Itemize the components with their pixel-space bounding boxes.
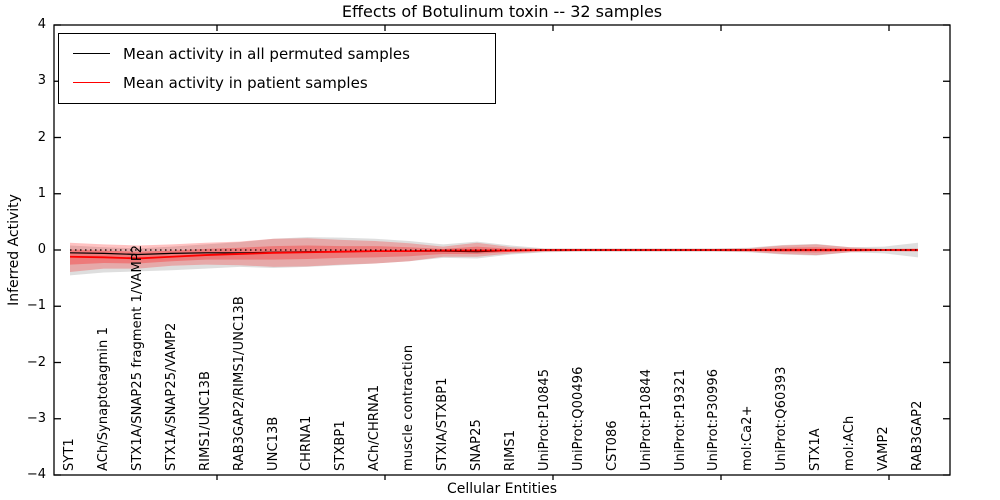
x-category-label: muscle contraction — [401, 344, 417, 471]
y-tick-label: 1 — [37, 185, 46, 201]
y-tick-label: −1 — [26, 298, 46, 314]
legend: Mean activity in all permuted samples Me… — [58, 33, 496, 104]
legend-item-permuted: Mean activity in all permuted samples — [59, 39, 495, 68]
x-category-label: UniProt:P10845 — [536, 368, 552, 471]
x-category-label: RAB3GAP2 — [910, 400, 925, 471]
x-category-label: CST086 — [604, 420, 620, 471]
permuted-samples-band — [70, 237, 918, 276]
legend-label-patient: Mean activity in patient samples — [123, 73, 368, 92]
legend-item-patient: Mean activity in patient samples — [59, 68, 495, 97]
x-category-label: STX1A/SNAP25/VAMP2 — [163, 322, 179, 471]
x-category-label: mol:Ca2+ — [740, 405, 756, 471]
x-category-label: UniProt:P10844 — [638, 368, 654, 471]
x-category-label: SNAP25 — [469, 419, 485, 471]
chart-title: Effects of Botulinum toxin -- 32 samples — [341, 2, 663, 21]
x-category-label: VAMP2 — [876, 426, 892, 471]
x-category-label: CHRNA1 — [299, 415, 315, 471]
x-category-label: RIMS1 — [502, 429, 518, 471]
y-tick-label: 3 — [37, 73, 46, 89]
x-category-label: UniProt:P19321 — [672, 368, 688, 471]
x-category-label: UniProt:Q60393 — [774, 366, 790, 471]
patient-mean-line — [69, 249, 918, 260]
x-category-label: UniProt:Q00496 — [570, 366, 586, 471]
x-category-label: UniProt:P30996 — [706, 368, 722, 471]
x-category-label: RAB3GAP2/RIMS1/UNC13B — [231, 296, 247, 471]
y-tick-label: 4 — [37, 17, 46, 32]
x-category-label: SYT1 — [62, 438, 77, 471]
legend-line-sample-black-icon — [73, 53, 110, 54]
x-category-label: STXIA/STXBP1 — [435, 377, 451, 471]
y-tick-label: −3 — [26, 410, 46, 426]
x-category-label: STX1A — [808, 428, 824, 471]
y-tick-label: −2 — [26, 354, 46, 370]
x-category-label: RIMS1/UNC13B — [197, 371, 213, 471]
patient-samples-band-outer — [70, 238, 918, 272]
x-category-label: STXBP1 — [333, 420, 349, 471]
x-category-label: mol:ACh — [842, 415, 858, 471]
y-tick-label: 0 — [37, 242, 46, 257]
legend-line-sample-red-icon — [73, 82, 110, 83]
x-axis-label: Cellular Entities — [446, 481, 558, 497]
legend-label-permuted: Mean activity in all permuted samples — [123, 44, 410, 63]
x-category-label: UNC13B — [265, 416, 281, 471]
x-category-label: STX1A/SNAP25 fragment 1/VAMP2 — [129, 244, 145, 471]
x-category-label: ACh/CHRNA1 — [367, 384, 383, 471]
x-category-label: ACh/Synaptotagmin 1 — [95, 327, 111, 471]
y-tick-label: 2 — [37, 129, 46, 145]
y-tick-label: −4 — [26, 467, 46, 482]
